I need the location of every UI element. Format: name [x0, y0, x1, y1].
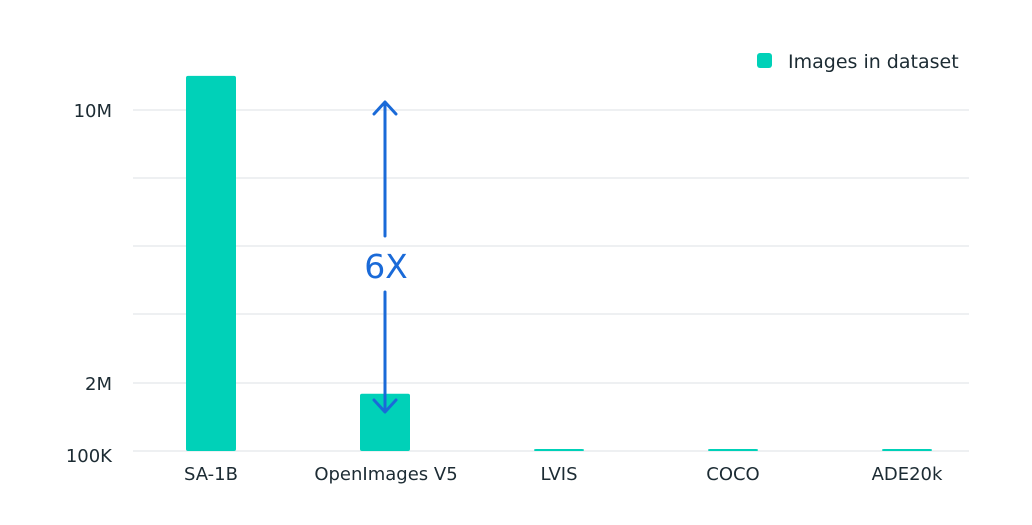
gridlines [133, 109, 969, 452]
y-tick-label-2m: 2M [85, 374, 112, 395]
y-axis: 10M 2M 100K [66, 101, 113, 467]
legend-label: Images in dataset [788, 51, 959, 73]
bars [186, 75, 932, 451]
x-tick-label-ade20k: ADE20k [872, 464, 943, 485]
y-tick-label-100k: 100K [66, 446, 113, 467]
bar-ade20k [882, 449, 932, 451]
bar-lvis [534, 449, 584, 451]
bar-coco [708, 449, 758, 451]
bar-sa-1b [186, 75, 236, 451]
ratio-annotation: 6X [364, 100, 408, 414]
annotation-label: 6X [364, 247, 408, 286]
x-tick-label-lvis: LVIS [540, 464, 577, 485]
legend: Images in dataset [757, 51, 959, 73]
legend-swatch [757, 53, 772, 68]
x-tick-label-coco: COCO [706, 464, 759, 485]
annotation-arrow-up-head [372, 100, 398, 116]
x-tick-label-openimages-v5: OpenImages V5 [314, 464, 457, 485]
y-tick-label-10m: 10M [74, 101, 112, 122]
x-tick-label-sa-1b: SA-1B [184, 464, 238, 485]
bar-openimages-v5 [360, 393, 410, 451]
x-axis: SA-1B OpenImages V5 LVIS COCO ADE20k [184, 464, 943, 485]
annotation-arrow-down-head [372, 398, 398, 414]
